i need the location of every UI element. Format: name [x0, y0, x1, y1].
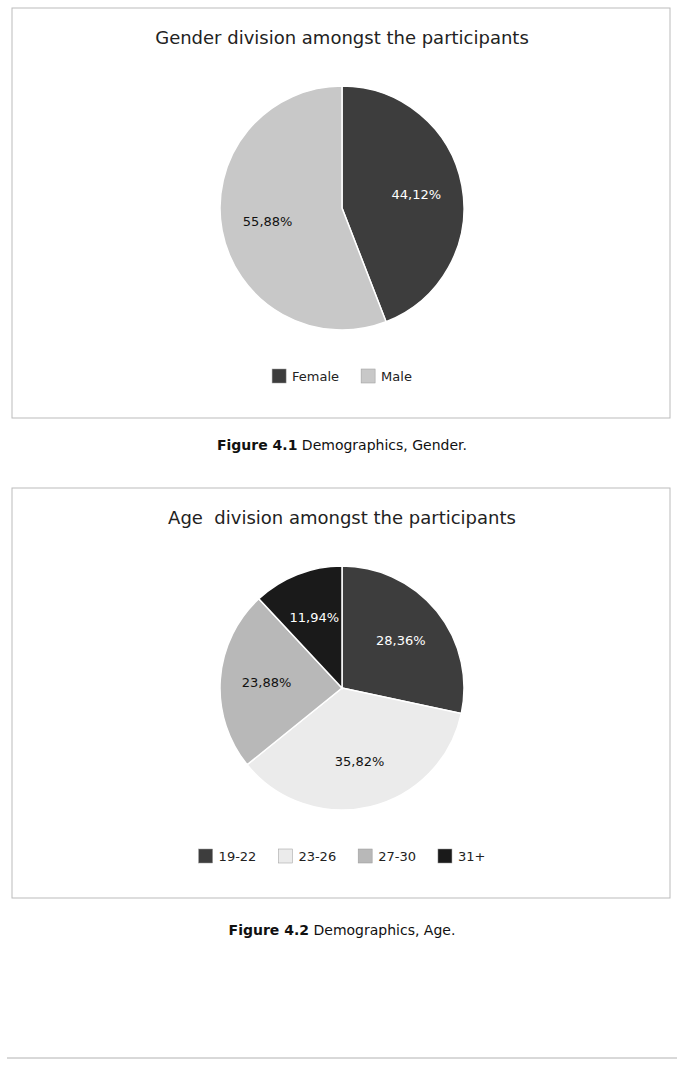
- chart-title: Gender division amongst the participants: [155, 27, 529, 48]
- legend-item: 31+: [438, 849, 485, 864]
- chart-frame: [12, 488, 670, 898]
- slices: [220, 86, 464, 330]
- caption: Figure 4.2 Demographics, Age.: [229, 922, 456, 938]
- legend-swatch: [278, 849, 292, 863]
- legend: Female Male: [272, 369, 412, 384]
- legend-swatch: [361, 369, 375, 383]
- legend-label: 27-30: [378, 849, 416, 864]
- chart-frame: [12, 8, 670, 418]
- legend-swatch: [438, 849, 452, 863]
- legend-item: 23-26: [278, 849, 336, 864]
- legend-label: 31+: [458, 849, 485, 864]
- data-label: 11,94%: [289, 610, 339, 625]
- caption-part: Figure 4.2: [229, 922, 309, 938]
- caption: Figure 4.1 Demographics, Gender.: [217, 437, 467, 453]
- pie-slice: [220, 86, 386, 330]
- legend-label: Female: [292, 369, 339, 384]
- legend-item: Male: [361, 369, 412, 384]
- legend-swatch: [199, 849, 213, 863]
- legend-item: 27-30: [358, 849, 416, 864]
- pie-slice: [259, 566, 342, 688]
- data-label: 35,82%: [335, 754, 385, 769]
- data-label: 28,36%: [376, 633, 426, 648]
- legend-label: Male: [381, 369, 412, 384]
- data-label: 55,88%: [243, 214, 293, 229]
- legend: 19-22 23-26 27-30 31+: [199, 849, 486, 864]
- slices: [220, 566, 464, 810]
- footer-rule: [7, 1058, 677, 1059]
- data-label: 44,12%: [392, 187, 442, 202]
- chart-title: Age division amongst the participants: [168, 507, 516, 528]
- legend-swatch: [358, 849, 372, 863]
- pie-chart: Gender division amongst the participants…: [12, 8, 670, 418]
- legend-item: Female: [272, 369, 339, 384]
- legend-label: 23-26: [298, 849, 336, 864]
- legend-label: 19-22: [219, 849, 257, 864]
- caption-part: Demographics, Gender.: [297, 437, 467, 453]
- caption-part: Demographics, Age.: [309, 922, 455, 938]
- data-labels: 44,12% 55,88%: [243, 187, 441, 230]
- legend-item: 19-22: [199, 849, 257, 864]
- legend-swatch: [272, 369, 286, 383]
- data-label: 23,88%: [242, 675, 292, 690]
- caption-part: Figure 4.1: [217, 437, 297, 453]
- pie-chart: Age division amongst the participants 28,…: [12, 488, 670, 898]
- page: Gender division amongst the participants…: [0, 0, 684, 1073]
- data-labels: 28,36% 35,82% 23,88% 11,94%: [242, 610, 426, 769]
